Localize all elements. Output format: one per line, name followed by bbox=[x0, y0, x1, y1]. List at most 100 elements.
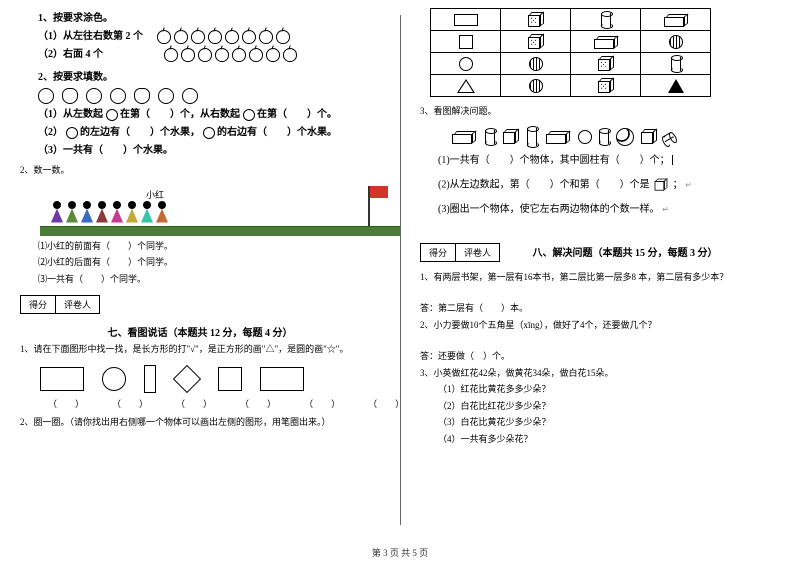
cylinder-icon bbox=[485, 130, 495, 144]
q3-2-text: (2)从左边数起，第（ ）个和第（ ）个是 bbox=[438, 179, 650, 190]
cone-icon bbox=[668, 79, 684, 93]
score-box: 得分 评卷人 bbox=[420, 243, 500, 262]
apple-icon bbox=[232, 48, 246, 62]
objects-row bbox=[450, 127, 780, 147]
grid-cell bbox=[501, 31, 571, 53]
circle-shape bbox=[102, 367, 126, 391]
cuboid-icon bbox=[594, 36, 618, 48]
count-1: ⑴小红的前面有（ ）个同学。 bbox=[38, 240, 380, 254]
apple-icon bbox=[259, 30, 273, 44]
left-column: 1、按要求涂色。 （1）从左往右数第 2 个 （2）右面 4 个 2、按要求填数… bbox=[0, 0, 400, 565]
q1-2-row: （2）右面 4 个 bbox=[38, 47, 380, 62]
ball-icon bbox=[578, 130, 592, 144]
apple-icon bbox=[215, 48, 229, 62]
blank: （ ） bbox=[368, 397, 404, 410]
rectangle-v-shape bbox=[144, 365, 156, 393]
q2-2: （2） 的左边有（ ）个水果， 的右边有（ ）个水果。 bbox=[38, 125, 380, 140]
fruit-icon bbox=[86, 88, 102, 104]
apple-icon bbox=[198, 48, 212, 62]
count-2: ⑵小红的后面有（ ）个同学。 bbox=[38, 256, 380, 270]
count-title: 2、数一数。 bbox=[20, 164, 380, 178]
cube-inline-icon bbox=[655, 178, 668, 191]
section-8-title: 八、解决问题（本题共 15 分，每题 3 分） bbox=[533, 244, 718, 259]
dice-icon bbox=[528, 34, 544, 50]
cylinder-icon bbox=[599, 130, 609, 144]
apple-icon bbox=[164, 48, 178, 62]
grid-cell bbox=[431, 31, 501, 53]
dice-icon bbox=[598, 56, 614, 72]
q3-3: (3)圈出一个物体，使它左右两边物体的个数一样。 ↵ bbox=[438, 202, 780, 217]
right-column: 3、看图解决问题。 (1)一共有（ ）个物体，其中圆柱有（ ）个； (2)从左边… bbox=[400, 0, 800, 565]
square-icon bbox=[459, 35, 473, 49]
cylinder-tall-icon bbox=[527, 128, 537, 146]
q3-1-text: (1)一共有（ ）个物体，其中圆柱有（ ）个； bbox=[438, 155, 670, 166]
apple-icon bbox=[225, 30, 239, 44]
q8-3: 3、小英做红花42朵，做黄花34朵，做白花15朵。 bbox=[420, 367, 780, 381]
q3-title: 3、看图解决问题。 bbox=[420, 105, 780, 119]
section-8-wrap: 得分 评卷人 八、解决问题（本题共 15 分，每题 3 分） bbox=[420, 237, 780, 268]
page-footer: 第 3 页 共 5 页 bbox=[0, 546, 800, 559]
rectangle-icon bbox=[454, 14, 478, 26]
apple-row-1 bbox=[157, 30, 290, 44]
apple-icon bbox=[266, 48, 280, 62]
triangle-icon bbox=[457, 79, 475, 93]
apple-icon bbox=[208, 30, 222, 44]
kid-icon bbox=[95, 201, 109, 225]
score-label: 得分 bbox=[421, 244, 456, 261]
section-7-title: 七、看图说话（本题共 12 分，每题 4 分） bbox=[20, 324, 380, 339]
grid-cell bbox=[501, 53, 571, 75]
kids-scene: 小红 bbox=[50, 186, 380, 236]
grid-cell bbox=[641, 53, 711, 75]
fruit-icon bbox=[158, 88, 174, 104]
strawberry-icon bbox=[62, 88, 78, 104]
fruit-row bbox=[38, 88, 380, 104]
q3-3-text: (3)圈出一个物体，使它左右两边物体的个数一样。 bbox=[438, 204, 660, 215]
q2-1: （1）从左数起 在第（ ）个，从右数起 在第（ ）个。 bbox=[38, 107, 380, 122]
score-box: 得分 评卷人 bbox=[20, 295, 100, 314]
q8-3-3: （3）白花比黄花少多少朵？ bbox=[438, 416, 780, 430]
kid-icon bbox=[140, 201, 154, 225]
pear-icon bbox=[134, 88, 150, 104]
apple-icon bbox=[181, 48, 195, 62]
cuboid-icon bbox=[546, 131, 570, 143]
apple-icon bbox=[242, 30, 256, 44]
q1-title: 1、按要求涂色。 bbox=[38, 11, 380, 26]
grader-label: 评卷人 bbox=[456, 244, 499, 261]
flag-icon bbox=[368, 186, 370, 226]
apple-icon bbox=[191, 30, 205, 44]
kid-icon bbox=[110, 201, 124, 225]
fruit-icon bbox=[110, 88, 126, 104]
q2-2a: （2） bbox=[38, 127, 63, 138]
ball-icon bbox=[669, 35, 683, 49]
q8-3-1: （1）红花比黄花多多少朵？ bbox=[438, 383, 780, 397]
soccer-icon bbox=[616, 128, 634, 146]
q1-1-text: （1）从左往右数第 2 个 bbox=[38, 29, 143, 44]
apple-icon bbox=[249, 48, 263, 62]
q7-1: 1、请在下面图形中找一找，是长方形的打"√"，是正方形的画"△"，是圆的画"☆"… bbox=[20, 343, 380, 357]
cylinder-icon bbox=[671, 57, 681, 71]
inline-fruit-icon bbox=[203, 127, 215, 139]
q8-2: 2、小力要做10个五角星（xīng），做好了4个，还要做几个？ bbox=[420, 319, 780, 333]
apple-icon bbox=[276, 30, 290, 44]
q2-1b: 在第（ ）个，从右数起 bbox=[120, 109, 240, 120]
diamond-shape bbox=[173, 364, 201, 392]
kid-icon bbox=[50, 201, 64, 225]
cube-icon bbox=[641, 129, 657, 145]
xiaohong-label: 小红 bbox=[146, 188, 164, 201]
grid-row bbox=[431, 75, 711, 97]
blank: （ ） bbox=[240, 397, 276, 410]
dice-icon bbox=[528, 12, 544, 28]
square-shape bbox=[218, 367, 242, 391]
grid-cell bbox=[641, 75, 711, 97]
grid-cell bbox=[641, 31, 711, 53]
grid-row bbox=[431, 31, 711, 53]
shape-row bbox=[40, 365, 380, 393]
q2-3: （3）一共有（ ）个水果。 bbox=[38, 143, 380, 158]
can-icon bbox=[601, 13, 611, 27]
q3-2: (2)从左边数起，第（ ）个和第（ ）个是 ； ↵ bbox=[438, 176, 780, 194]
kid-icon bbox=[155, 201, 169, 225]
grid-cell bbox=[501, 9, 571, 31]
cuboid-icon bbox=[452, 131, 476, 143]
shape-grid bbox=[430, 8, 711, 97]
semicolon: ； bbox=[673, 179, 683, 190]
